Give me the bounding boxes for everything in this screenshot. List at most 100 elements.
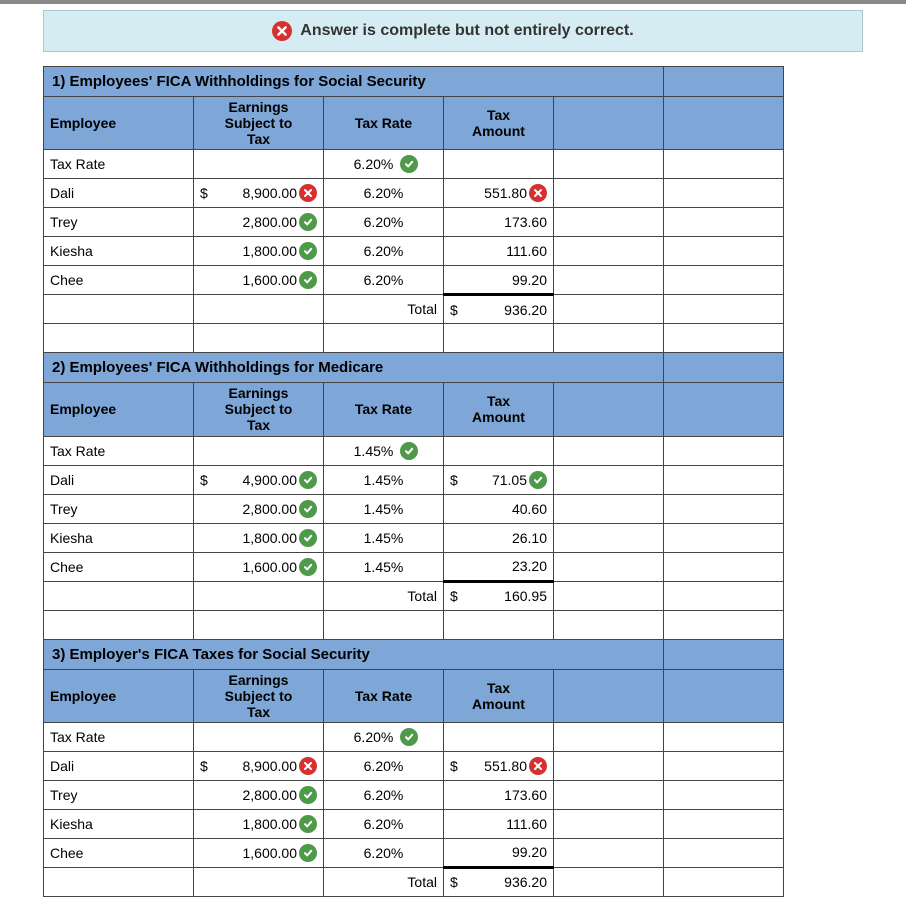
rate-cell: 6.20%: [324, 751, 444, 780]
empty-cell: [664, 97, 784, 150]
rate-cell: 6.20%: [324, 179, 444, 208]
empty-cell: [554, 780, 664, 809]
empty-cell: [664, 208, 784, 237]
earnings-cell: $4,900.00: [194, 465, 324, 494]
col-employee: Employee: [44, 383, 194, 436]
empty-cell: [44, 581, 194, 610]
col-earnings: EarningsSubject toTax: [194, 97, 324, 150]
table-row: Trey2,800.006.20%173.60: [44, 208, 784, 237]
total-label: Total: [324, 295, 444, 324]
empty-cell: [194, 867, 324, 896]
tax-cell: 99.20: [444, 266, 554, 295]
col-tax: TaxAmount: [444, 669, 554, 722]
empty-cell: [324, 324, 444, 353]
empty-cell: [664, 179, 784, 208]
earnings-cell: 1,800.00: [194, 237, 324, 266]
empty-cell: [664, 669, 784, 722]
check-icon: [299, 471, 317, 489]
rate-value: 6.20%: [324, 150, 444, 179]
employee-name: Trey: [44, 208, 194, 237]
total-value: $936.20: [444, 295, 554, 324]
table-row: Chee1,600.006.20%99.20: [44, 838, 784, 867]
check-icon: [529, 471, 547, 489]
empty-cell: [194, 295, 324, 324]
empty-cell: [664, 237, 784, 266]
rate-value: 6.20%: [324, 722, 444, 751]
empty-cell: [554, 610, 664, 639]
employee-name: Dali: [44, 751, 194, 780]
empty-cell: [44, 324, 194, 353]
total-label: Total: [324, 581, 444, 610]
employee-name: Dali: [44, 465, 194, 494]
col-employee: Employee: [44, 669, 194, 722]
banner-message: Answer is complete but not entirely corr…: [300, 22, 633, 40]
empty-cell: [194, 324, 324, 353]
col-earnings: EarningsSubject toTax: [194, 383, 324, 436]
empty-cell: [554, 179, 664, 208]
fica-table: 1) Employees' FICA Withholdings for Soci…: [43, 66, 784, 897]
tax-cell: $71.05: [444, 465, 554, 494]
empty-cell: [324, 610, 444, 639]
rate-row-label: Tax Rate: [44, 722, 194, 751]
empty-cell: [444, 610, 554, 639]
check-icon: [299, 558, 317, 576]
check-icon: [299, 529, 317, 547]
table-row: Dali$8,900.006.20%$551.80: [44, 751, 784, 780]
empty-cell: [554, 838, 664, 867]
empty-cell: [554, 465, 664, 494]
empty-cell: [664, 780, 784, 809]
rate-cell: 1.45%: [324, 523, 444, 552]
rate-cell: 6.20%: [324, 237, 444, 266]
rate-cell: 6.20%: [324, 266, 444, 295]
check-icon: [299, 786, 317, 804]
empty-cell: [194, 436, 324, 465]
check-icon: [400, 728, 418, 746]
table-row: Trey2,800.006.20%173.60: [44, 780, 784, 809]
col-employee: Employee: [44, 97, 194, 150]
x-icon: [529, 184, 547, 202]
empty-cell: [554, 436, 664, 465]
section-title: 1) Employees' FICA Withholdings for Soci…: [44, 67, 664, 97]
empty-cell: [664, 751, 784, 780]
earnings-cell: 1,600.00: [194, 266, 324, 295]
empty-cell: [664, 639, 784, 669]
employee-name: Dali: [44, 179, 194, 208]
earnings-cell: 2,800.00: [194, 780, 324, 809]
col-earnings: EarningsSubject toTax: [194, 669, 324, 722]
tax-cell: 40.60: [444, 494, 554, 523]
empty-cell: [554, 150, 664, 179]
empty-cell: [664, 150, 784, 179]
total-label: Total: [324, 867, 444, 896]
tax-cell: 111.60: [444, 237, 554, 266]
empty-cell: [664, 436, 784, 465]
total-value: $160.95: [444, 581, 554, 610]
x-icon: [299, 184, 317, 202]
earnings-cell: 2,800.00: [194, 494, 324, 523]
empty-cell: [554, 324, 664, 353]
check-icon: [299, 242, 317, 260]
empty-cell: [664, 838, 784, 867]
employee-name: Chee: [44, 266, 194, 295]
earnings-cell: $8,900.00: [194, 179, 324, 208]
tax-cell: 23.20: [444, 552, 554, 581]
check-icon: [400, 442, 418, 460]
empty-cell: [554, 751, 664, 780]
check-icon: [299, 844, 317, 862]
empty-cell: [554, 295, 664, 324]
empty-cell: [444, 436, 554, 465]
table-row: Trey2,800.001.45%40.60: [44, 494, 784, 523]
empty-cell: [194, 610, 324, 639]
table-row: Dali$8,900.006.20%551.80: [44, 179, 784, 208]
empty-cell: [664, 552, 784, 581]
rate-row-label: Tax Rate: [44, 150, 194, 179]
total-value: $936.20: [444, 867, 554, 896]
employee-name: Chee: [44, 552, 194, 581]
empty-cell: [554, 208, 664, 237]
rate-cell: 6.20%: [324, 809, 444, 838]
earnings-cell: $8,900.00: [194, 751, 324, 780]
rate-cell: 1.45%: [324, 494, 444, 523]
empty-cell: [664, 494, 784, 523]
col-rate: Tax Rate: [324, 97, 444, 150]
tax-cell: 99.20: [444, 838, 554, 867]
employee-name: Kiesha: [44, 523, 194, 552]
